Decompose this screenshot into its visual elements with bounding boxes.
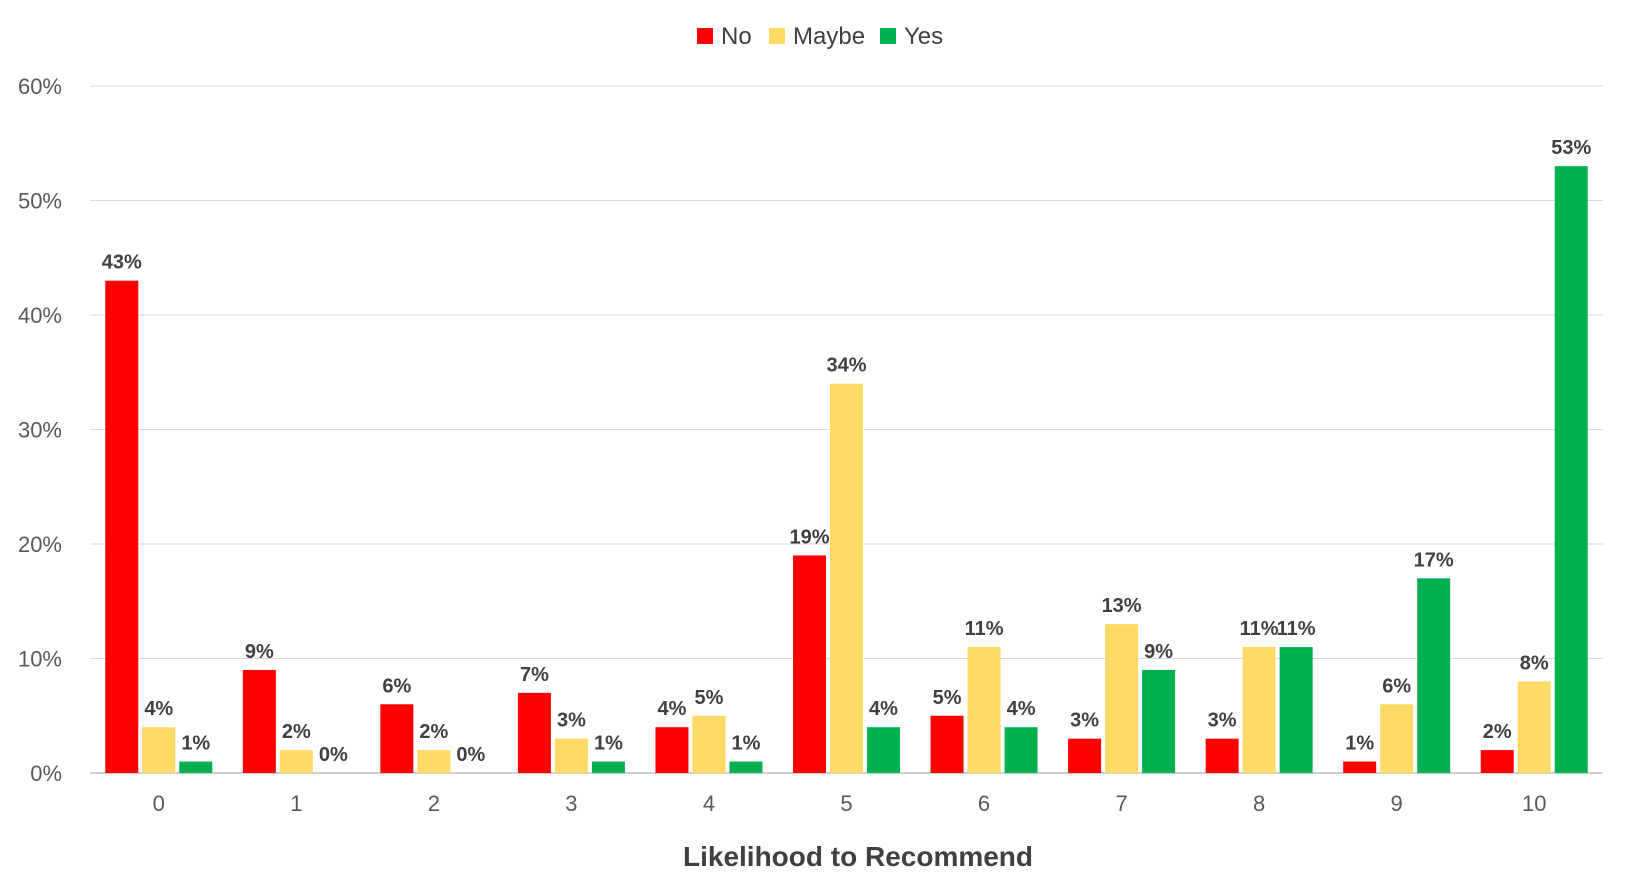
bar-maybe bbox=[554, 738, 588, 773]
bar-maybe bbox=[692, 715, 726, 773]
bar-no bbox=[517, 692, 551, 773]
data-label: 2% bbox=[1483, 721, 1512, 743]
data-label: 6% bbox=[382, 675, 411, 697]
x-axis-title: Likelihood to Recommend bbox=[683, 841, 1033, 872]
bar-yes bbox=[179, 761, 213, 773]
y-tick-label: 50% bbox=[18, 189, 62, 214]
legend-swatch-no bbox=[697, 28, 713, 44]
bar-yes bbox=[591, 761, 625, 773]
bar-yes bbox=[1554, 166, 1588, 773]
x-tick-label: 0 bbox=[153, 791, 165, 816]
data-label: 5% bbox=[695, 687, 724, 709]
bar-maybe bbox=[279, 750, 313, 773]
x-tick-label: 7 bbox=[1115, 791, 1127, 816]
bar-yes bbox=[729, 761, 763, 773]
data-label: 8% bbox=[1520, 652, 1549, 674]
legend: No Maybe Yes bbox=[697, 23, 943, 50]
data-label: 4% bbox=[1007, 698, 1036, 720]
data-label: 5% bbox=[933, 687, 962, 709]
bar-maybe bbox=[417, 750, 451, 773]
y-tick-label: 0% bbox=[30, 761, 62, 786]
legend-label-maybe: Maybe bbox=[793, 23, 865, 50]
data-label: 0% bbox=[319, 744, 348, 766]
data-label: 11% bbox=[965, 618, 1004, 640]
bar-maybe bbox=[142, 727, 176, 773]
x-tick-label: 1 bbox=[290, 791, 302, 816]
legend-swatch-yes bbox=[880, 28, 896, 44]
bar-no bbox=[655, 727, 689, 773]
y-tick-label: 60% bbox=[18, 74, 62, 99]
bar-no bbox=[1205, 738, 1239, 773]
data-label: 1% bbox=[594, 733, 623, 755]
data-label: 34% bbox=[826, 355, 866, 377]
bar-no bbox=[1068, 738, 1102, 773]
y-tick-label: 10% bbox=[18, 647, 62, 672]
y-axis-ticks: 0% 10% 20% 30% 40% 50% 60% bbox=[18, 74, 62, 786]
x-tick-label: 3 bbox=[565, 791, 577, 816]
bar-no bbox=[793, 555, 826, 773]
legend-label-no: No bbox=[721, 23, 752, 50]
bar-no bbox=[242, 669, 276, 773]
legend-swatch-maybe bbox=[769, 28, 785, 44]
data-label: 17% bbox=[1414, 549, 1454, 571]
data-label: 43% bbox=[102, 252, 142, 274]
data-labels: 43% 4% 1% 9% 2% 0% 6% 2% 0% 7% 3% 1% 4% 5% 1% 19% 34% 4% 5… bbox=[102, 137, 1592, 766]
bar-no bbox=[930, 715, 964, 773]
bar-maybe bbox=[1517, 681, 1551, 773]
data-label: 9% bbox=[245, 641, 274, 663]
data-label: 3% bbox=[557, 710, 586, 732]
bar-no bbox=[1343, 761, 1377, 773]
bar-yes bbox=[867, 727, 900, 773]
data-label: 1% bbox=[1345, 733, 1374, 755]
data-label: 7% bbox=[520, 664, 549, 686]
data-label: 3% bbox=[1070, 710, 1099, 732]
y-tick-label: 20% bbox=[18, 532, 62, 557]
data-label: 11% bbox=[1240, 618, 1279, 640]
x-tick-label: 6 bbox=[978, 791, 990, 816]
bar-maybe bbox=[830, 383, 863, 773]
x-axis-ticks: 0 1 2 3 4 5 6 7 8 9 10 bbox=[153, 791, 1547, 816]
bar-yes bbox=[1417, 578, 1451, 773]
x-tick-label: 4 bbox=[703, 791, 715, 816]
bar-yes bbox=[1279, 647, 1313, 773]
data-label: 2% bbox=[419, 721, 448, 743]
y-tick-label: 40% bbox=[18, 303, 62, 328]
y-tick-label: 30% bbox=[18, 418, 62, 443]
data-label: 1% bbox=[181, 733, 210, 755]
data-label: 4% bbox=[144, 698, 173, 720]
data-label: 6% bbox=[1382, 675, 1411, 697]
data-label: 1% bbox=[732, 733, 761, 755]
bar-no bbox=[105, 280, 139, 773]
bar-maybe bbox=[967, 647, 1001, 773]
legend-label-yes: Yes bbox=[904, 23, 943, 50]
bar-maybe bbox=[1105, 624, 1139, 773]
bar-maybe bbox=[1380, 704, 1414, 773]
data-label: 13% bbox=[1102, 595, 1142, 617]
bar-yes bbox=[1142, 669, 1176, 773]
data-label: 53% bbox=[1551, 137, 1591, 159]
bar-yes bbox=[1004, 727, 1038, 773]
data-label: 19% bbox=[789, 526, 829, 548]
x-tick-label: 8 bbox=[1253, 791, 1265, 816]
bar-no bbox=[380, 704, 414, 773]
x-tick-label: 2 bbox=[428, 791, 440, 816]
data-label: 4% bbox=[658, 698, 687, 720]
data-label: 9% bbox=[1144, 641, 1173, 663]
bar-maybe bbox=[1242, 647, 1276, 773]
data-label: 3% bbox=[1208, 710, 1237, 732]
data-label: 0% bbox=[456, 744, 485, 766]
data-label: 4% bbox=[869, 698, 898, 720]
x-tick-label: 10 bbox=[1522, 791, 1546, 816]
bar-no bbox=[1480, 750, 1514, 773]
data-label: 2% bbox=[282, 721, 311, 743]
data-label: 11% bbox=[1277, 618, 1316, 640]
bars bbox=[105, 166, 1588, 773]
x-tick-label: 5 bbox=[840, 791, 852, 816]
x-tick-label: 9 bbox=[1391, 791, 1403, 816]
